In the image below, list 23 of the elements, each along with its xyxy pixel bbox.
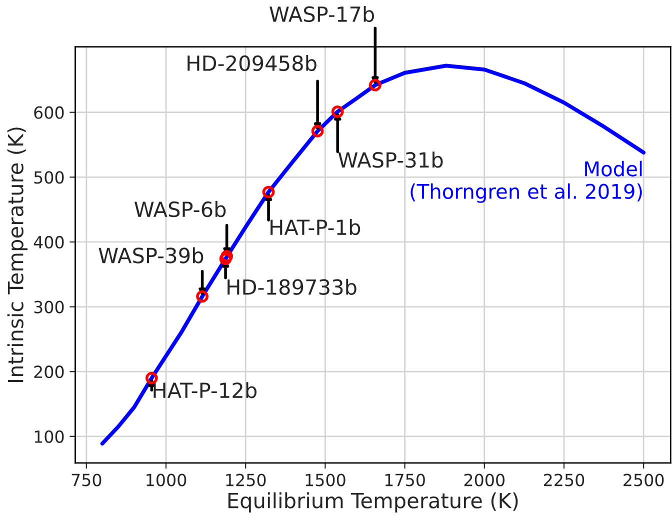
annotation: WASP-17b (270, 6, 374, 22)
annotation: WASP-6b (134, 201, 226, 218)
x-tick-label: 1000 (146, 474, 186, 486)
annotation: HD-189733b (228, 278, 356, 295)
y-tick-label: 300 (34, 300, 64, 314)
x-tick-label: 1750 (385, 474, 425, 486)
y-axis-title: Intrinsic Temperature (K) (7, 128, 28, 382)
x-tick-label: 1250 (226, 474, 266, 486)
annotation: HD-209458b (188, 54, 316, 72)
x-tick-label: 2500 (624, 474, 664, 486)
y-tick-label: 500 (34, 171, 64, 184)
annotation: HAT-P-1b (270, 219, 360, 236)
x-tick-label: 2250 (544, 474, 584, 486)
x-tick-label: 750 (72, 474, 102, 486)
y-tick-label: 400 (34, 236, 64, 249)
x-tick-label: 2000 (464, 474, 504, 486)
x-axis-title: Equilibrium Temperature (K) (228, 492, 518, 512)
y-tick-label: 600 (34, 106, 64, 119)
annotation: HAT-P-12b (154, 382, 257, 398)
y-tick-label: 200 (34, 366, 64, 378)
annotation: WASP-39b (98, 247, 204, 264)
x-tick-label: 1500 (306, 474, 346, 486)
y-tick-label: 100 (34, 430, 64, 443)
